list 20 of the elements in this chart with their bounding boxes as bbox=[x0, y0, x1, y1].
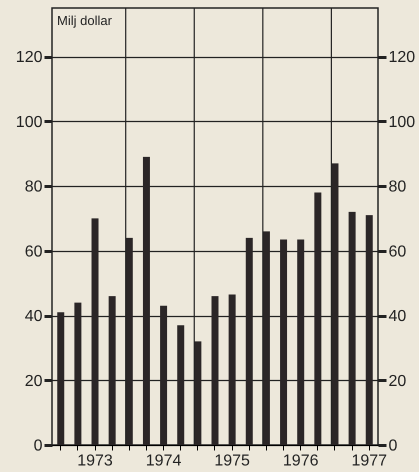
y2-tick-label: 100 bbox=[388, 114, 416, 131]
y-tick-label: 20 bbox=[24, 372, 43, 390]
x-tick-label: 1973 bbox=[77, 452, 113, 470]
y-tick-label: 60 bbox=[24, 243, 43, 260]
y2-tick-label: 40 bbox=[388, 308, 406, 326]
x-tick-label: 1977 bbox=[351, 452, 388, 470]
y2-tick-label: 120 bbox=[388, 49, 416, 66]
y2-tick-label: 60 bbox=[388, 243, 406, 260]
y-axis-title: Milj dollar bbox=[57, 13, 113, 28]
y-tick-label: 0 bbox=[34, 438, 43, 454]
x-tick-label: 1975 bbox=[214, 452, 250, 470]
y2-tick-label: 80 bbox=[388, 178, 406, 196]
x-tick-label: 1974 bbox=[146, 452, 182, 470]
y-tick-label: 80 bbox=[24, 178, 43, 196]
y2-tick-label: 20 bbox=[388, 372, 406, 390]
y2-tick-label: 0 bbox=[388, 438, 398, 454]
x-tick-label: 1976 bbox=[282, 452, 319, 470]
y-tick-label: 40 bbox=[24, 308, 43, 326]
y-tick-label: 100 bbox=[16, 114, 43, 131]
y-tick-label: 120 bbox=[16, 49, 43, 66]
